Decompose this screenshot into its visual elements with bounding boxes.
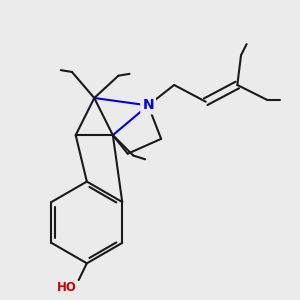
Text: HO: HO bbox=[56, 281, 76, 294]
Text: N: N bbox=[142, 98, 154, 112]
